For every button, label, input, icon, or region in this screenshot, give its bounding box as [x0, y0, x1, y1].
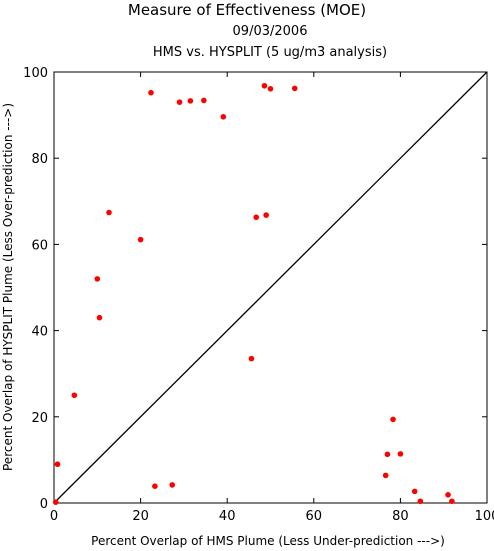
x-tick-label: 0 [50, 509, 58, 524]
data-point [71, 392, 78, 399]
x-axis-ticks: 0 20 40 60 80 100 [50, 72, 494, 524]
data-point [106, 209, 112, 216]
data-point [137, 236, 144, 243]
data-point [417, 498, 424, 505]
data-point [263, 212, 269, 218]
x-tick-label: 20 [132, 509, 149, 524]
data-point [54, 461, 61, 468]
x-tick-label: 40 [219, 509, 236, 524]
data-point [291, 85, 298, 92]
data-point [201, 97, 207, 104]
data-point [248, 355, 255, 362]
x-tick-label: 60 [306, 509, 323, 524]
data-point [384, 451, 391, 458]
x-axis-label: Percent Overlap of HMS Plume (Less Under… [91, 534, 445, 548]
y-tick-label: 100 [23, 66, 48, 81]
data-point [152, 483, 158, 489]
data-points [52, 82, 455, 505]
x-tick-label: 80 [392, 509, 409, 524]
y-tick-label: 40 [31, 325, 48, 340]
x-tick-label: 100 [475, 509, 494, 524]
chart-subtitle-analysis: HMS vs. HYSPLIT (5 ug/m3 analysis) [153, 45, 387, 60]
data-point [96, 314, 103, 321]
y-tick-label: 60 [31, 238, 48, 253]
plot-frame [53, 71, 488, 504]
data-point [267, 86, 274, 92]
data-point [390, 416, 396, 423]
data-point [261, 82, 268, 89]
data-point [169, 482, 176, 488]
data-point [449, 498, 455, 505]
data-point [187, 98, 194, 104]
data-point [148, 89, 154, 96]
y-tick-label: 20 [31, 411, 48, 426]
data-point [411, 488, 418, 495]
data-point [253, 214, 260, 221]
chart-subtitle-date: 09/03/2006 [233, 24, 308, 39]
diagonal-reference-line [53, 71, 488, 504]
y-tick-label: 80 [31, 152, 48, 167]
y-axis-ticks: 0 20 40 60 80 100 [23, 66, 487, 512]
data-point [220, 114, 227, 120]
y-axis-label: Percent Overlap of HYSPLIT Plume (Less O… [1, 103, 15, 471]
chart-title: Measure of Effectiveness (MOE) [128, 1, 366, 19]
data-point [176, 99, 183, 105]
data-point [94, 276, 101, 282]
data-point [52, 499, 59, 505]
plot-area [53, 71, 488, 504]
data-point [445, 492, 451, 498]
data-point [382, 472, 389, 479]
y-tick-label: 0 [40, 497, 48, 512]
data-point [397, 451, 404, 457]
